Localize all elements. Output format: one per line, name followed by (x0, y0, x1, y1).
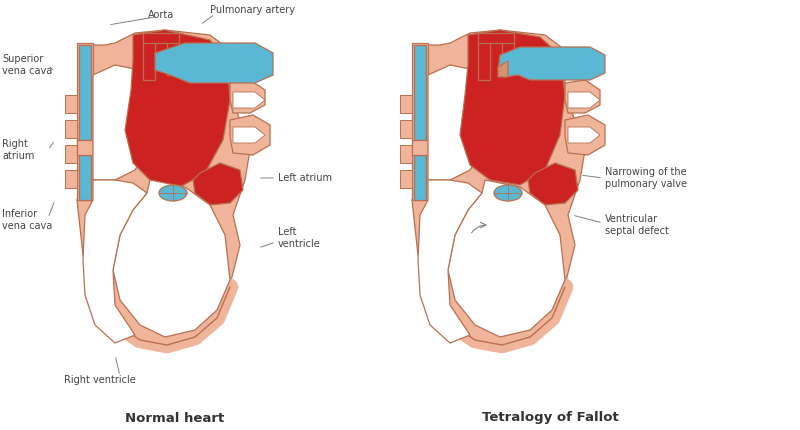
Ellipse shape (494, 185, 522, 201)
Polygon shape (77, 43, 93, 200)
Polygon shape (478, 33, 490, 80)
Polygon shape (498, 47, 605, 80)
Text: Tetralogy of Fallot: Tetralogy of Fallot (482, 412, 618, 424)
Polygon shape (400, 170, 412, 188)
Polygon shape (79, 45, 91, 140)
Text: Left atrium: Left atrium (278, 173, 332, 183)
Polygon shape (400, 120, 412, 138)
Text: Left
ventricle: Left ventricle (278, 227, 321, 249)
Polygon shape (65, 170, 77, 188)
Text: Ventricular
septal defect: Ventricular septal defect (605, 214, 669, 236)
Polygon shape (65, 145, 77, 163)
Polygon shape (460, 30, 565, 185)
Polygon shape (77, 30, 250, 345)
Polygon shape (83, 180, 147, 343)
Text: Right ventricle: Right ventricle (64, 375, 136, 385)
Polygon shape (565, 115, 605, 155)
Polygon shape (414, 155, 426, 200)
Polygon shape (412, 43, 428, 200)
Polygon shape (143, 33, 179, 43)
Text: Normal heart: Normal heart (126, 412, 225, 424)
Polygon shape (167, 33, 179, 75)
Polygon shape (65, 120, 77, 138)
Polygon shape (233, 92, 265, 108)
Polygon shape (155, 43, 273, 83)
Text: Aorta: Aorta (148, 10, 174, 20)
Polygon shape (568, 92, 600, 108)
Polygon shape (528, 163, 578, 205)
Text: Pulmonary artery: Pulmonary artery (210, 5, 295, 15)
Text: Inferior
vena cava: Inferior vena cava (2, 209, 52, 231)
Polygon shape (125, 30, 230, 187)
Polygon shape (233, 127, 265, 143)
Polygon shape (568, 127, 600, 143)
Text: Narrowing of the
pulmonary valve: Narrowing of the pulmonary valve (605, 167, 687, 189)
Ellipse shape (159, 185, 187, 201)
Text: Superior
vena cava: Superior vena cava (2, 54, 52, 76)
Polygon shape (113, 180, 230, 337)
Polygon shape (498, 61, 508, 77)
Polygon shape (565, 80, 600, 113)
Polygon shape (478, 33, 514, 43)
Polygon shape (428, 65, 485, 180)
Text: Right
atrium: Right atrium (2, 139, 34, 161)
Polygon shape (400, 95, 412, 113)
Polygon shape (400, 145, 412, 163)
Polygon shape (230, 115, 270, 155)
Polygon shape (193, 163, 243, 205)
Polygon shape (65, 95, 77, 113)
Polygon shape (418, 180, 482, 343)
Polygon shape (230, 80, 265, 113)
Polygon shape (93, 65, 150, 180)
Polygon shape (77, 140, 93, 155)
Polygon shape (412, 30, 585, 345)
Polygon shape (448, 180, 565, 337)
Polygon shape (502, 33, 514, 75)
Polygon shape (412, 140, 428, 155)
Polygon shape (79, 155, 91, 200)
Polygon shape (414, 45, 426, 140)
Polygon shape (143, 33, 155, 80)
